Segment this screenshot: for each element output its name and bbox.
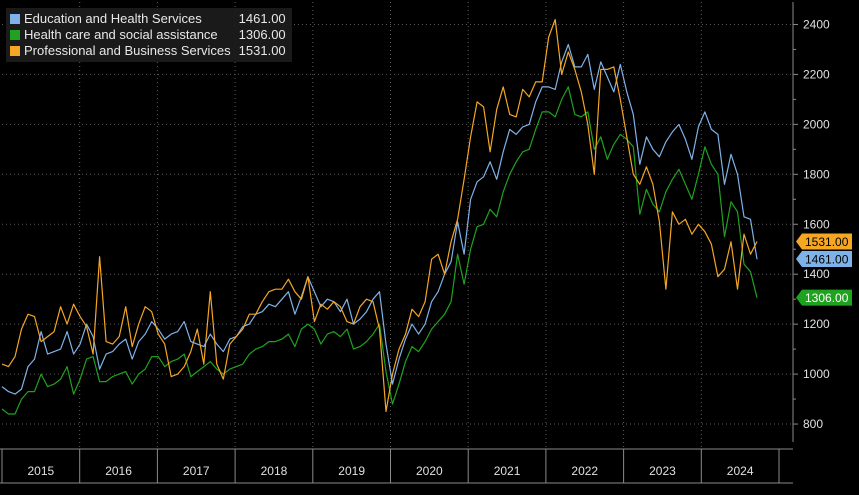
x-tick-label: 2022 bbox=[571, 464, 598, 478]
legend-value: 1531.00 bbox=[238, 43, 286, 58]
x-tick-label: 2018 bbox=[261, 464, 288, 478]
y-tick-label: 800 bbox=[803, 417, 823, 431]
legend: Education and Health Services 1461.00 He… bbox=[6, 8, 292, 62]
x-tick-label: 2019 bbox=[338, 464, 365, 478]
legend-item: Health care and social assistance 1306.0… bbox=[10, 27, 286, 43]
y-tick-label: 1200 bbox=[803, 317, 830, 331]
series-line bbox=[1, 43, 758, 395]
callout-value: 1461.00 bbox=[805, 252, 849, 266]
end-value-callout: 1306.00 bbox=[796, 289, 852, 306]
x-tick-label: 2021 bbox=[494, 464, 521, 478]
legend-swatch bbox=[10, 30, 20, 40]
x-tick-label: 2024 bbox=[727, 464, 754, 478]
callout-value: 1531.00 bbox=[805, 235, 849, 249]
y-tick-label: 2200 bbox=[803, 67, 830, 81]
callout-badge bbox=[796, 250, 852, 267]
callout-badge bbox=[796, 289, 852, 306]
y-tick-label: 1800 bbox=[803, 167, 830, 181]
end-value-callout: 1461.00 bbox=[796, 250, 852, 267]
y-tick-label: 1000 bbox=[803, 367, 830, 381]
y-axis: 800 1000 1200 1400 1600 1800 2000 2200 2400 bbox=[792, 2, 830, 442]
y-tick-label: 2000 bbox=[803, 117, 830, 131]
legend-value: 1306.00 bbox=[238, 27, 286, 42]
legend-value: 1461.00 bbox=[238, 11, 286, 26]
end-value-labels: 1461.00 1306.00 1531.00 bbox=[796, 233, 852, 306]
y-tick-label: 2400 bbox=[803, 17, 830, 31]
legend-label: Education and Health Services bbox=[24, 11, 202, 26]
series-lines bbox=[1, 18, 758, 415]
x-tick-label: 2016 bbox=[105, 464, 132, 478]
callout-value: 1306.00 bbox=[805, 291, 849, 305]
callout-badge bbox=[796, 233, 852, 250]
legend-item: Professional and Business Services 1531.… bbox=[10, 43, 286, 59]
x-tick-label: 2020 bbox=[416, 464, 443, 478]
series-line bbox=[1, 18, 758, 413]
x-tick-label: 2017 bbox=[183, 464, 210, 478]
legend-label: Professional and Business Services bbox=[24, 43, 231, 58]
series-line bbox=[1, 86, 758, 415]
end-value-callout: 1531.00 bbox=[796, 233, 852, 250]
y-tick-label: 1400 bbox=[803, 267, 830, 281]
x-tick-label: 2015 bbox=[27, 464, 54, 478]
legend-label: Health care and social assistance bbox=[24, 27, 218, 42]
x-axis: 2015 2016 2017 2018 2019 2020 2021 2022 2023 2024 bbox=[0, 448, 793, 484]
legend-swatch bbox=[10, 14, 20, 24]
x-tick-label: 2023 bbox=[649, 464, 676, 478]
legend-item: Education and Health Services 1461.00 bbox=[10, 11, 286, 27]
legend-swatch bbox=[10, 46, 20, 56]
y-tick-label: 1600 bbox=[803, 217, 830, 231]
